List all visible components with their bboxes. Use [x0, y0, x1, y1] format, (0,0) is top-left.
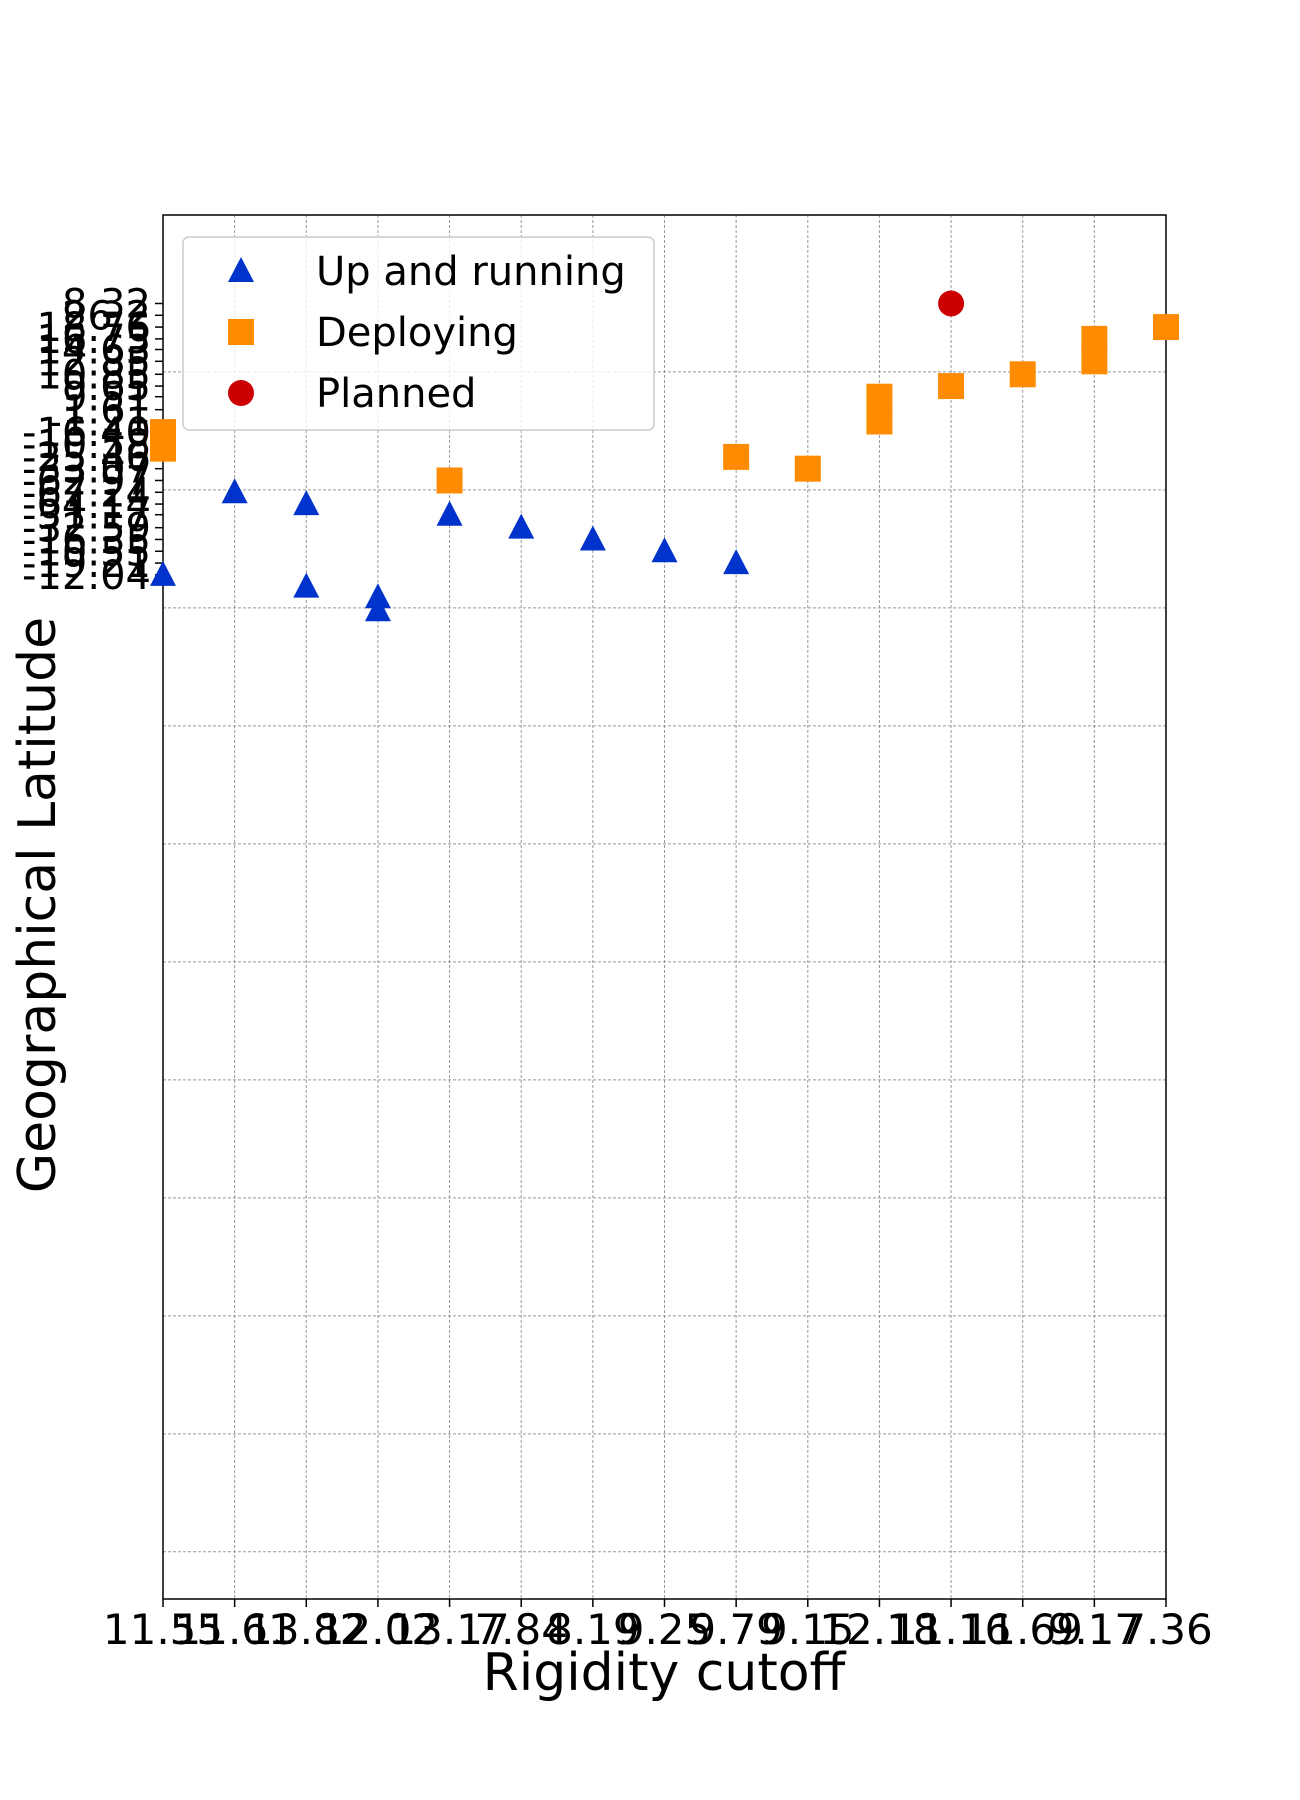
y-tick-label: -1.21: [48, 399, 152, 445]
y-tick-label: 26.2: [62, 293, 151, 339]
x-axis-label: Rigidity cutoff: [483, 1643, 847, 1703]
legend-marker: [228, 319, 254, 345]
x-tick-label: 11.55: [103, 1605, 223, 1654]
y-tick-label: -10.58: [22, 422, 151, 468]
x-tick-label: 11.69: [963, 1605, 1083, 1654]
point: [1081, 325, 1108, 352]
y-tick-label: -16.35: [22, 517, 151, 563]
x-tick-label: 8.19: [546, 1605, 640, 1654]
point: [579, 525, 606, 551]
point: [150, 560, 176, 586]
legend-box: [182, 236, 655, 431]
point: [938, 373, 965, 400]
x-tick-label: 12.02: [318, 1605, 438, 1654]
x-tick-label: 9.17: [1048, 1605, 1142, 1654]
x-tick-label: 7.36: [1119, 1605, 1213, 1654]
point: [866, 383, 893, 410]
x-tick-label: 12.18: [819, 1605, 939, 1654]
point: [436, 467, 463, 494]
point: [938, 290, 965, 317]
y-tick-label: 12.85: [36, 339, 151, 385]
x-tick-label: 11.16: [891, 1605, 1011, 1654]
y-tick-label: 16.73: [36, 317, 151, 363]
x-tick-label: 9.79: [689, 1605, 783, 1654]
point: [866, 408, 893, 435]
y-tick-label: -12.04: [22, 553, 151, 599]
y-tick-label: -16.40: [22, 410, 151, 456]
y-tick-label: -10.55: [22, 529, 151, 575]
point: [150, 435, 176, 462]
point: [364, 596, 391, 622]
point: [723, 549, 750, 575]
x-tick-label: 13.17: [389, 1605, 509, 1654]
legend-label: Up and running: [316, 249, 626, 295]
point: [651, 537, 678, 563]
y-tick-label: 9.51: [62, 375, 151, 421]
legend-marker: [228, 257, 254, 282]
x-tick-label: 11.61: [175, 1605, 295, 1654]
y-tick-label: -31.17: [22, 493, 151, 539]
point: [723, 443, 750, 470]
x-tick-label: 7.84: [474, 1605, 568, 1654]
point: [293, 572, 320, 598]
y-tick-label: 1.61: [62, 388, 151, 434]
point: [293, 490, 320, 516]
point: [364, 583, 391, 609]
y-tick-label: -25.46: [22, 435, 151, 481]
point: [221, 478, 248, 504]
point: [436, 500, 463, 526]
point: [1009, 361, 1036, 388]
x-tick-label: 9.15: [761, 1605, 855, 1654]
legend-marker: [228, 380, 254, 406]
y-axis-label: Geographical Latitude: [8, 617, 68, 1193]
y-tick-label: 18.76: [36, 305, 151, 351]
x-tick-label: 13.82: [246, 1605, 366, 1654]
x-tick-label: 9.25: [618, 1605, 712, 1654]
legend-label: Deploying: [316, 310, 518, 356]
y-tick-label: -67.24: [22, 470, 151, 516]
legend-label: Planned: [316, 371, 476, 417]
point: [1081, 348, 1108, 375]
point: [508, 513, 535, 539]
y-tick-label: -33.07: [22, 447, 151, 493]
plot-frame: [162, 214, 1167, 1600]
y-tick-label: -19.21: [22, 541, 151, 587]
y-tick-label: 14.63: [36, 328, 151, 374]
y-tick-label: -32.59: [22, 506, 151, 552]
y-tick-label: -64.14: [22, 482, 151, 528]
y-tick-label: 9.65: [62, 364, 151, 410]
point: [1153, 314, 1179, 341]
point: [794, 455, 821, 482]
y-tick-label: 8.32: [62, 281, 151, 327]
y-tick-label: -62.97: [22, 458, 151, 504]
y-tick-label: 10.85: [36, 352, 151, 398]
